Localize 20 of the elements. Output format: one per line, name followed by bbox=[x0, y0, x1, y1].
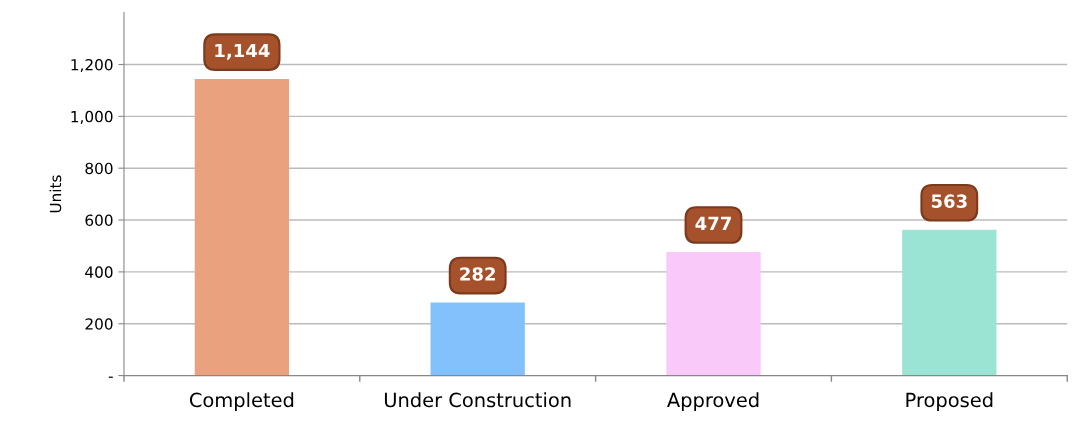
x-tick-label: Approved bbox=[667, 392, 759, 412]
bar bbox=[194, 79, 290, 376]
data-label: 282 bbox=[460, 267, 495, 281]
y-tick-label: 200 bbox=[85, 318, 113, 330]
y-tick-label: 600 bbox=[85, 214, 113, 227]
bar bbox=[430, 302, 525, 376]
y-tick-label: 800 bbox=[85, 162, 113, 175]
y-tick-label: 400 bbox=[85, 266, 113, 278]
bar bbox=[902, 229, 997, 376]
x-tick-label: Proposed bbox=[906, 392, 993, 412]
x-tick-label: Under Construction bbox=[384, 392, 571, 408]
y-axis-title: Units bbox=[49, 175, 62, 213]
x-tick-label: Completed bbox=[189, 392, 294, 412]
y-tick-label: 1,200 bbox=[71, 58, 113, 73]
data-label: 477 bbox=[695, 216, 731, 231]
data-label: 563 bbox=[931, 194, 967, 208]
y-tick-label: - bbox=[108, 376, 113, 378]
y-tick-label: 1,000 bbox=[71, 110, 113, 124]
bar bbox=[666, 251, 761, 376]
data-label: 1,144 bbox=[215, 43, 270, 60]
